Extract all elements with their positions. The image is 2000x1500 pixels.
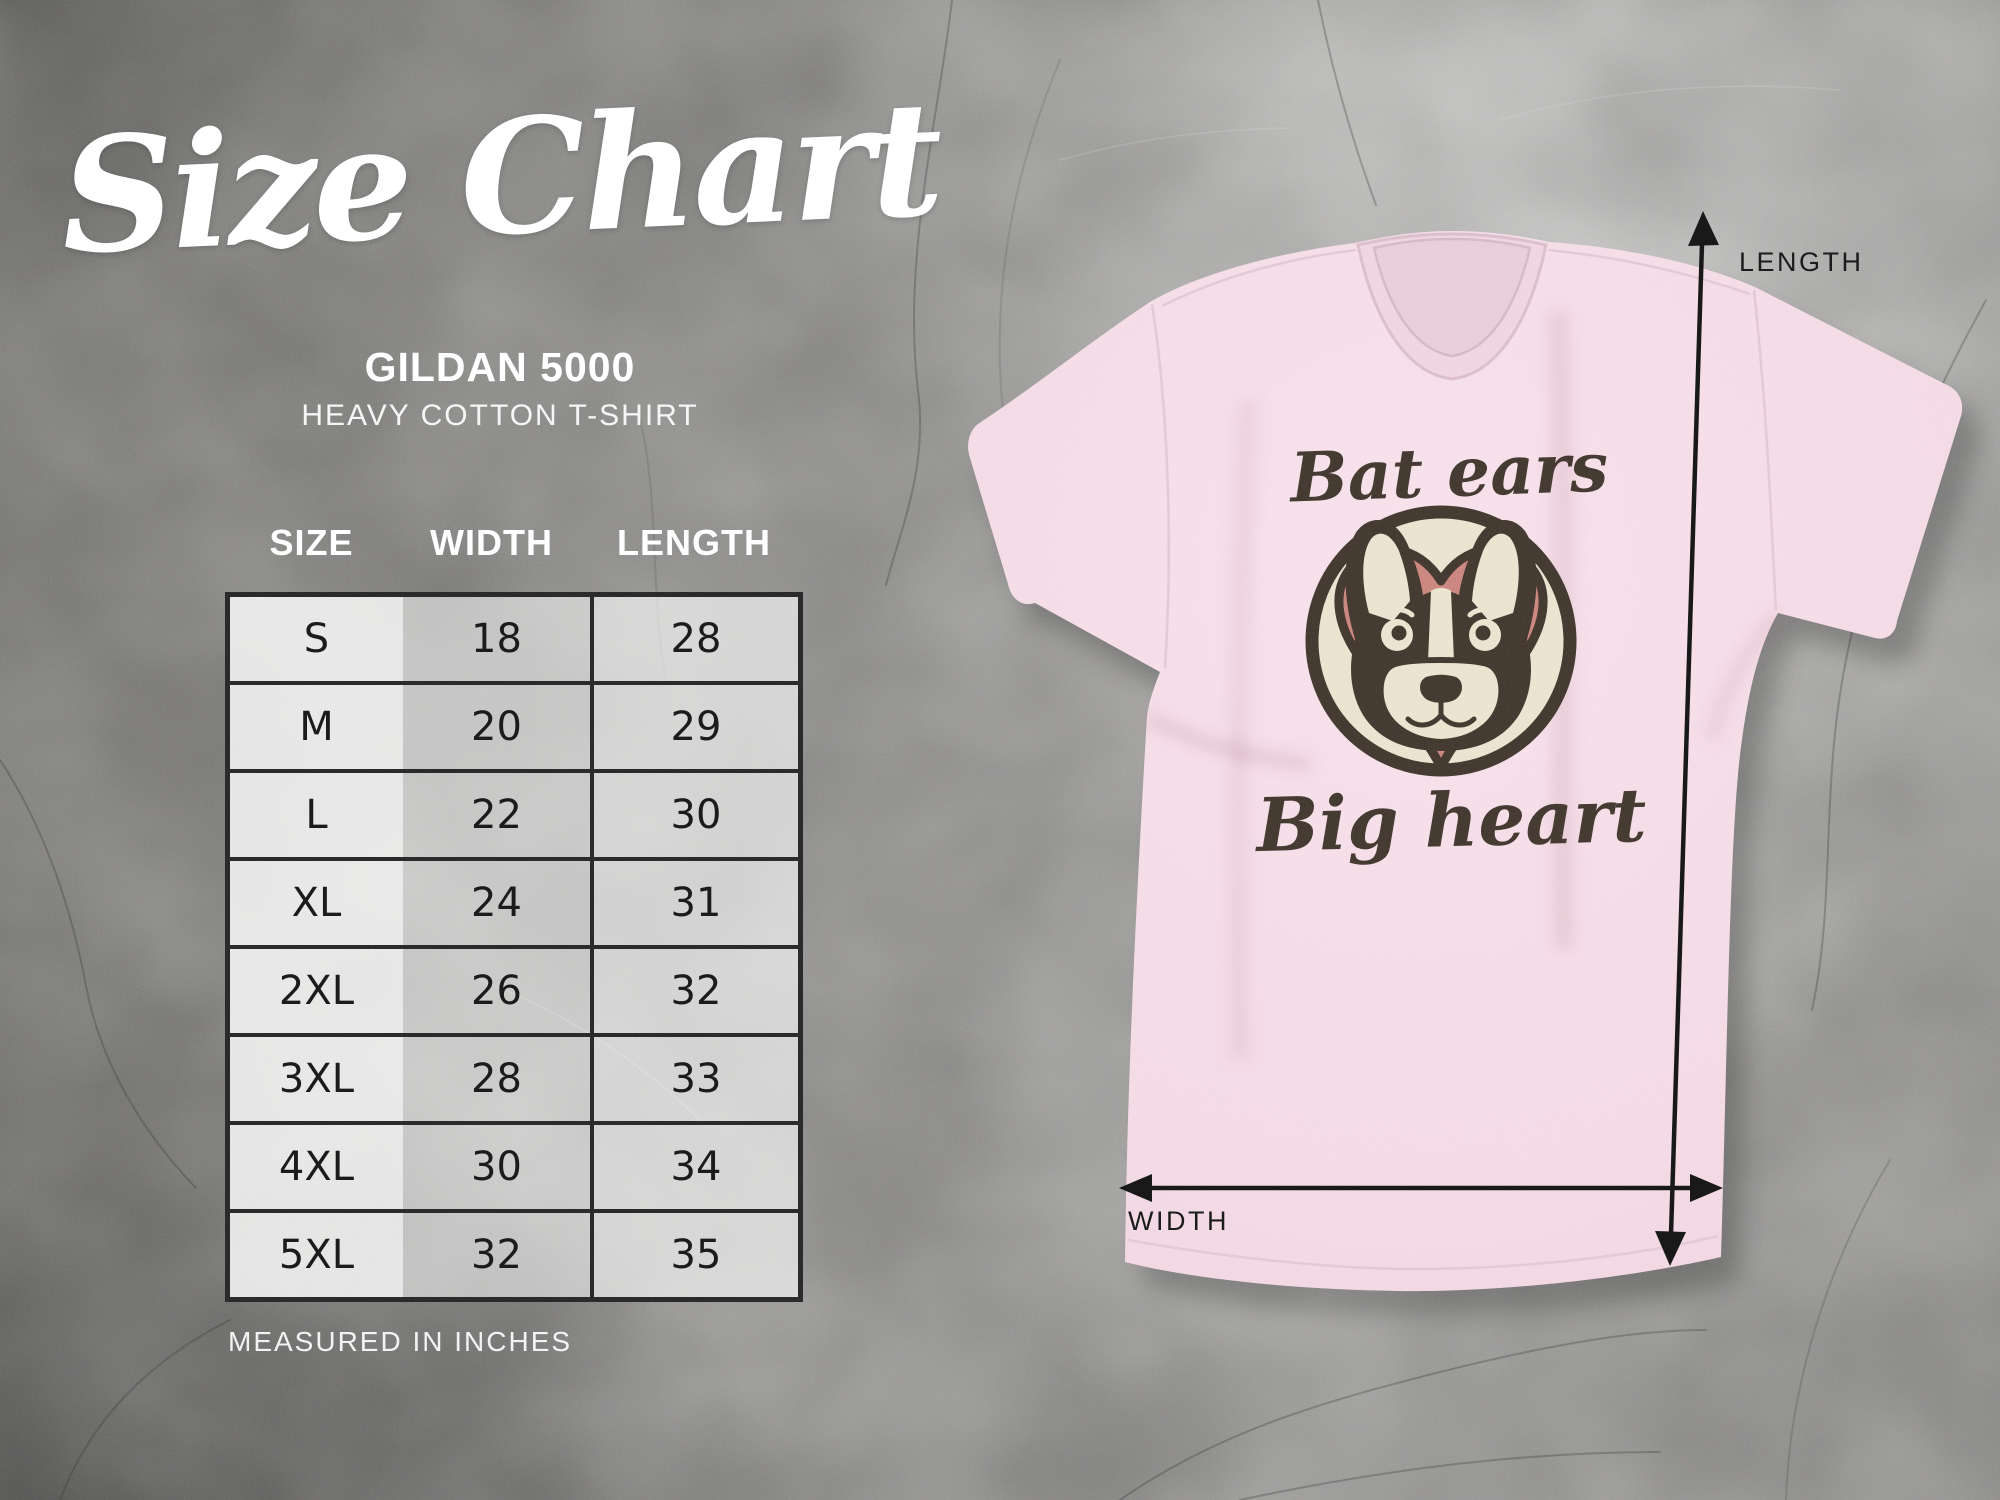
blaze bbox=[1428, 588, 1454, 666]
design-text-top: Bat ears bbox=[1287, 427, 1610, 518]
design-text-bottom: Big heart bbox=[1253, 773, 1647, 869]
french-bulldog-badge-icon bbox=[1305, 505, 1577, 777]
width-label: WIDTH bbox=[1128, 1206, 1229, 1236]
length-label: LENGTH bbox=[1739, 247, 1864, 277]
